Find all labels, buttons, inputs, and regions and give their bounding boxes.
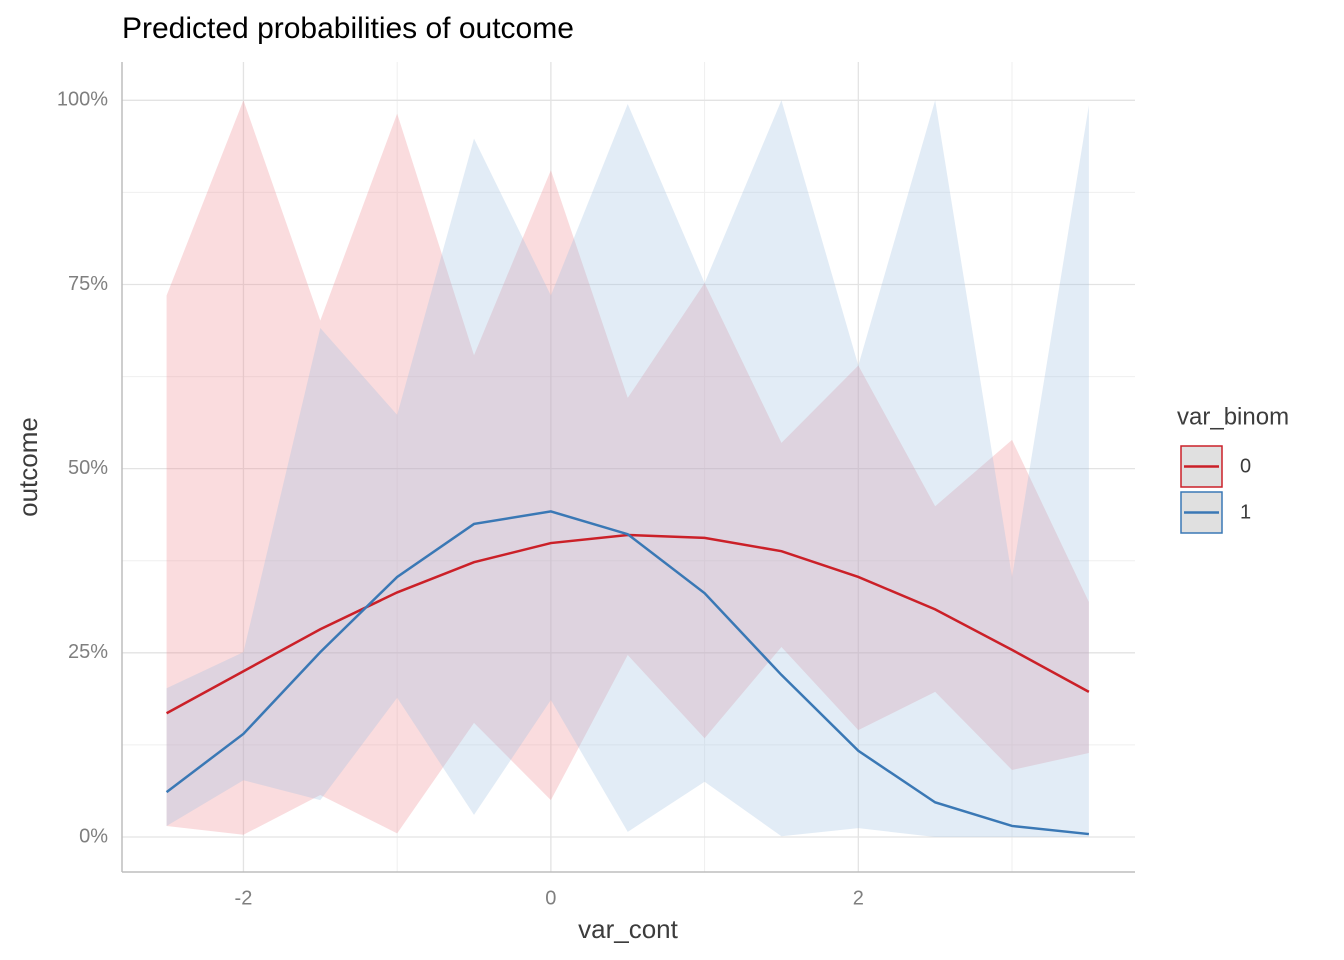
y-tick-label: 0% [79,825,108,847]
x-axis-label: var_cont [578,914,678,944]
y-tick-label: 25% [68,641,108,663]
confidence-ribbon [166,100,1089,838]
x-tick-label: 2 [853,887,864,909]
chart-title: Predicted probabilities of outcome [122,12,574,45]
grid [122,62,1135,872]
legend-title: var_binom [1177,403,1289,430]
legend-label: 0 [1240,455,1251,477]
y-axis-label: outcome [13,417,43,517]
y-tick-label: 75% [68,273,108,295]
x-tick-label: 0 [545,887,556,909]
y-tick-label: 100% [57,89,108,111]
y-tick-label: 50% [68,457,108,479]
confidence-ribbon [166,100,1089,835]
line [165,510,1090,836]
x-tick-label: -2 [235,887,253,909]
legend-label: 1 [1240,501,1251,523]
